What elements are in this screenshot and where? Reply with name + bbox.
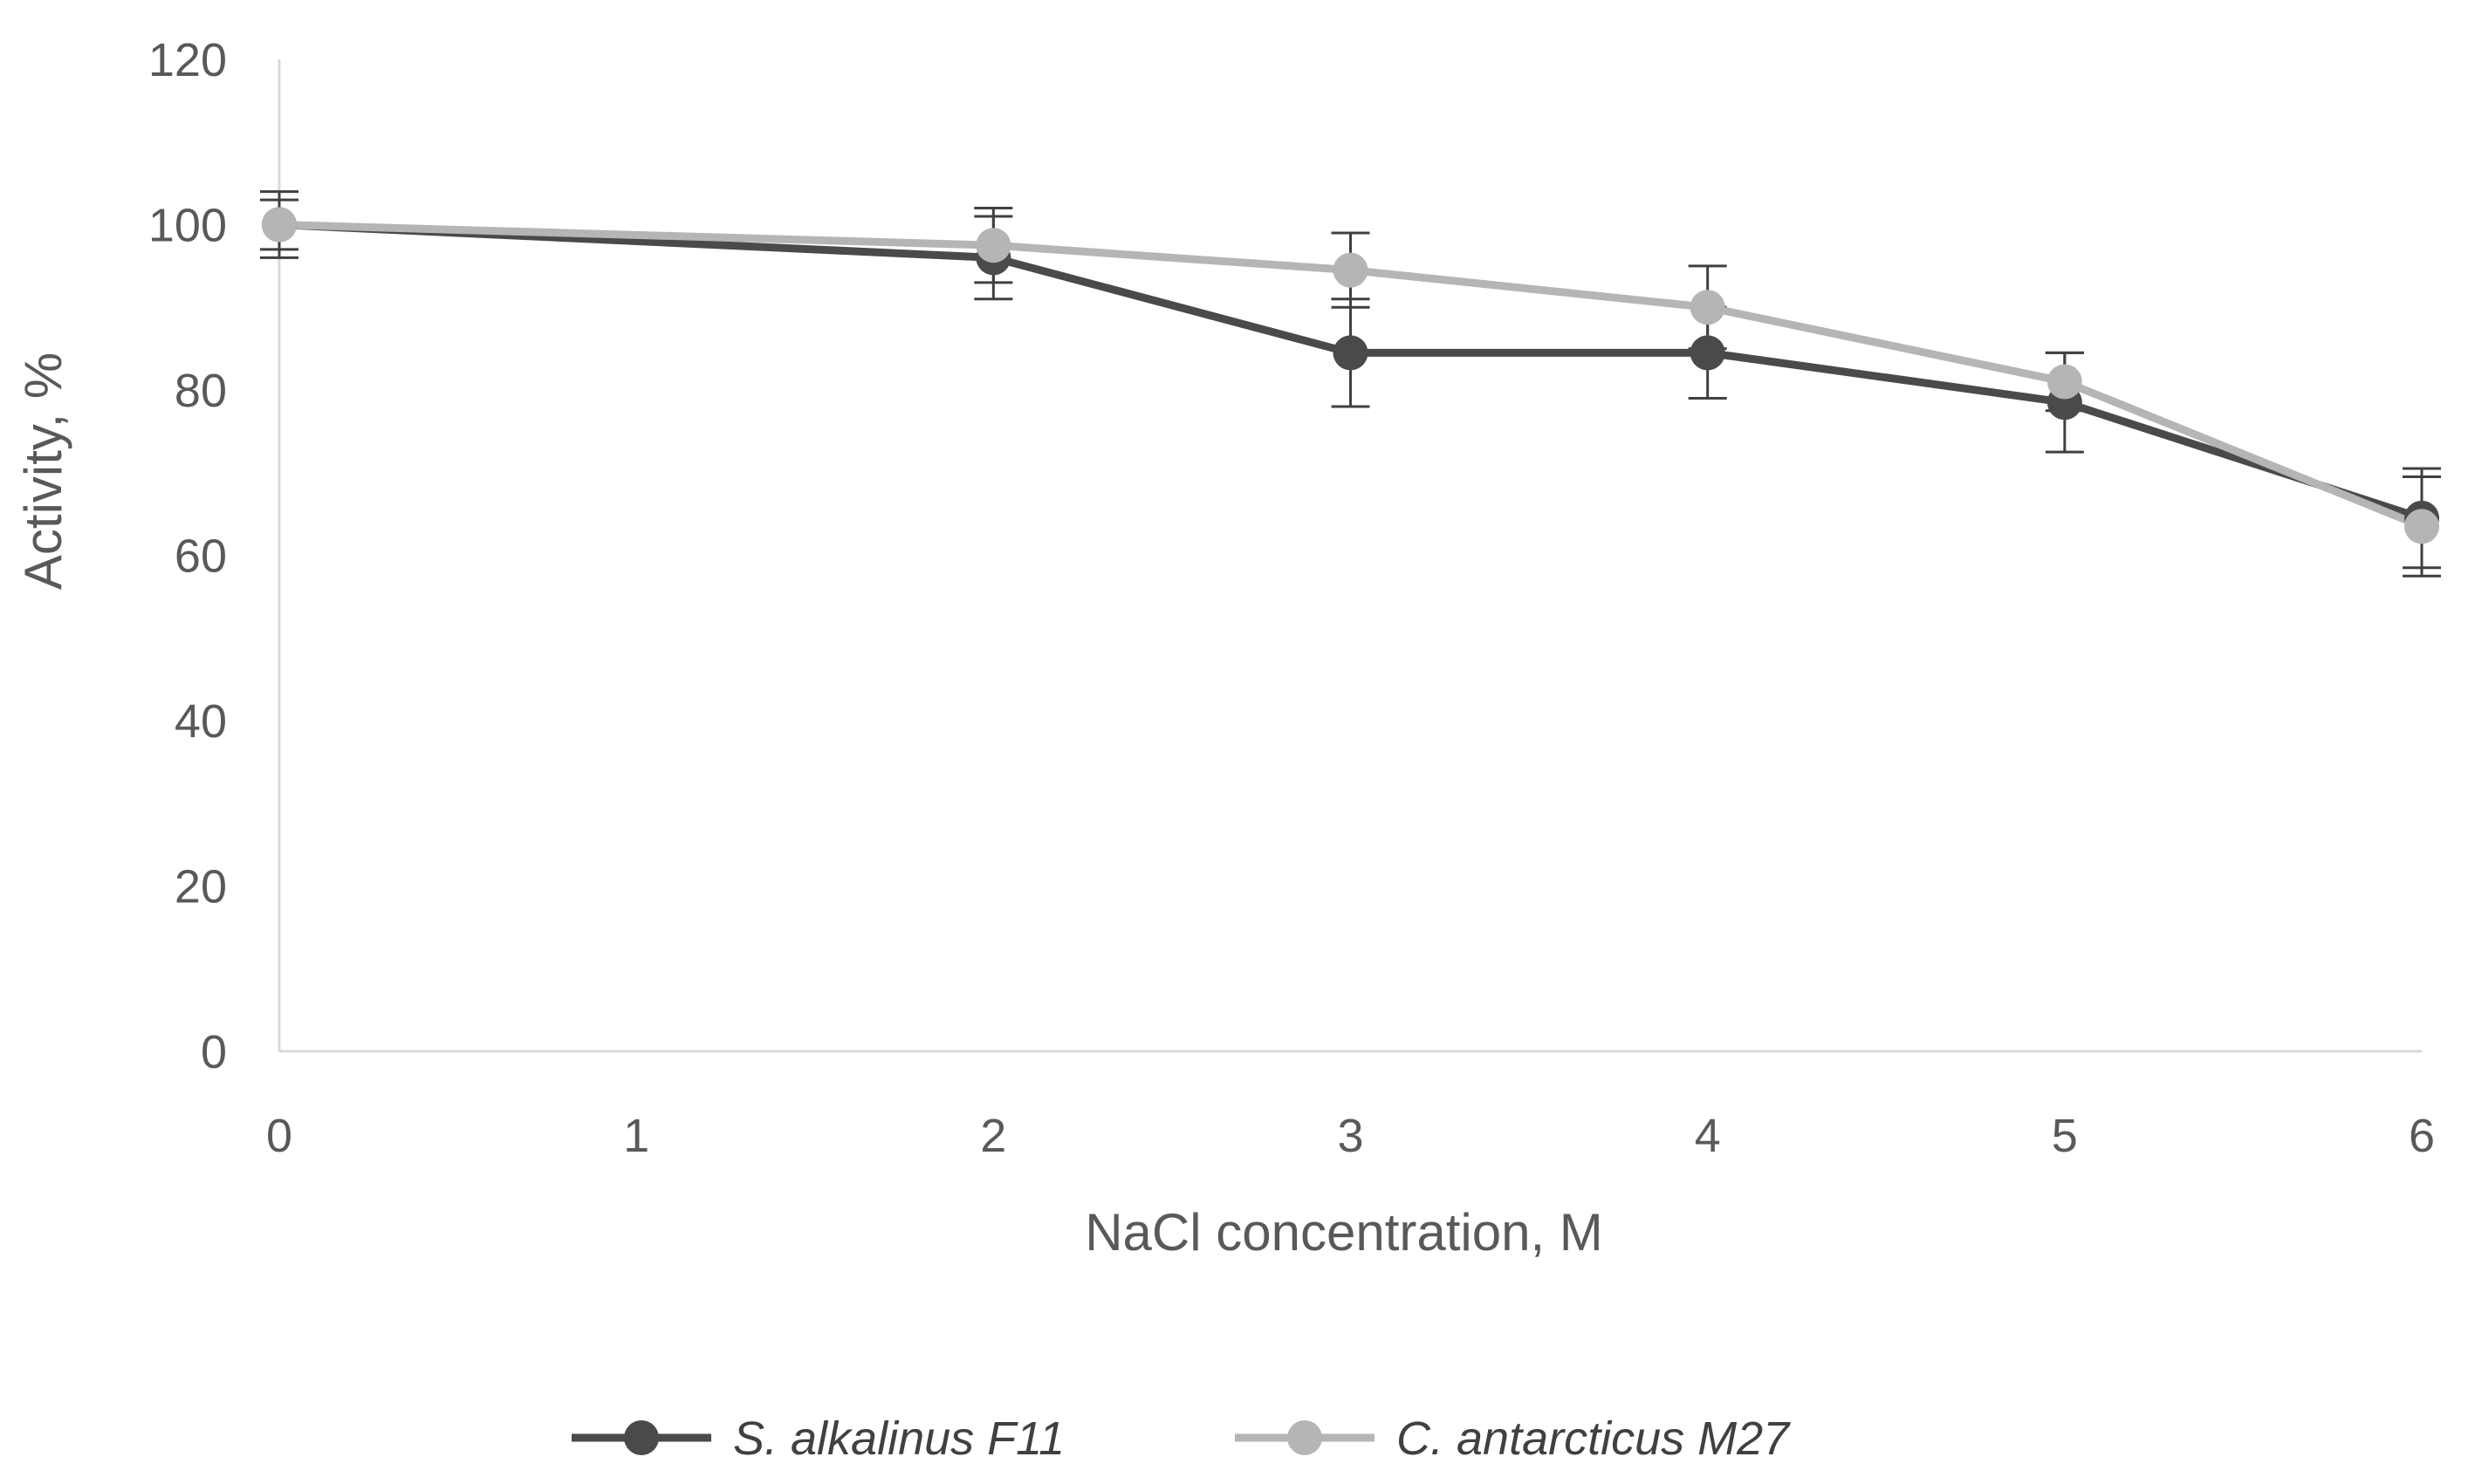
x-tick-label: 3 [1337, 1110, 1363, 1162]
x-tick-label: 1 [623, 1110, 649, 1162]
series-line-0 [278, 221, 2424, 523]
x-tick-label: 2 [980, 1110, 1006, 1162]
legend-swatch-marker [624, 1420, 659, 1455]
axes: 0 20 40 60 80 100 120 0 1 2 3 4 5 6 [148, 34, 2435, 1162]
data-points [262, 207, 2439, 544]
legend-label: C. antarcticus M27 [1396, 1412, 1791, 1465]
y-tick-label: 80 [175, 365, 227, 417]
data-point [1333, 335, 1368, 371]
y-tick-label: 100 [148, 200, 227, 252]
y-tick-label: 0 [201, 1026, 227, 1078]
x-tick-label: 5 [2052, 1110, 2078, 1162]
y-tick-label: 40 [175, 695, 227, 748]
data-point [262, 207, 297, 243]
series-lines [278, 221, 2424, 530]
data-point [1690, 290, 1725, 325]
x-axis-title: NaCl concentration, M [1085, 1203, 1603, 1262]
data-point [1690, 335, 1725, 371]
legend-label: S. alkalinus F11 [733, 1412, 1065, 1465]
data-point [2404, 509, 2439, 544]
data-point [1333, 252, 1368, 288]
legend: S. alkalinus F11 C. antarcticus M27 [572, 1412, 1791, 1465]
data-point [976, 228, 1011, 263]
y-tick-label: 60 [175, 530, 227, 583]
y-axis-title: Activity, % [14, 352, 72, 590]
y-tick-label: 20 [175, 861, 227, 913]
x-tick-label: 0 [266, 1110, 292, 1162]
legend-swatch-marker [1287, 1420, 1322, 1455]
series-line-1 [278, 221, 2424, 530]
x-tick-label: 4 [1695, 1110, 1721, 1162]
x-tick-label: 6 [2409, 1110, 2435, 1162]
y-tick-label: 120 [148, 34, 227, 86]
error-bars [260, 190, 2441, 578]
data-point [2047, 364, 2082, 400]
